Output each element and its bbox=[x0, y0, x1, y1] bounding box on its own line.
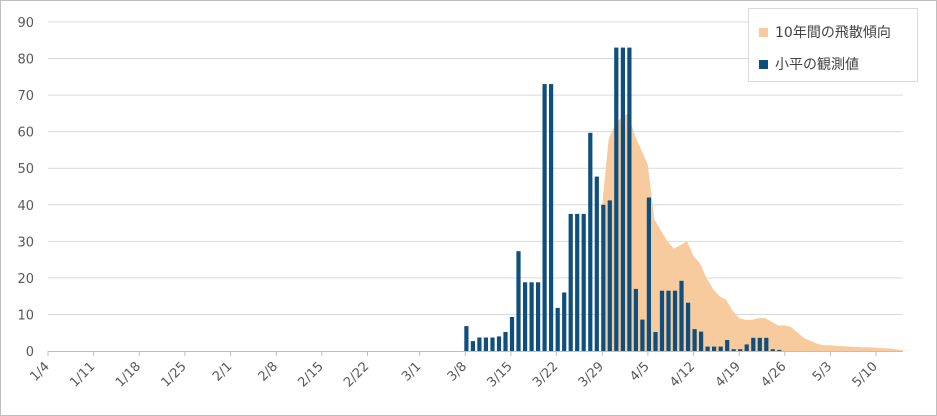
x-tick-label-3-22: 3/22 bbox=[530, 359, 561, 390]
y-tick-label-0: 0 bbox=[26, 345, 34, 360]
bar-3-12 bbox=[490, 337, 495, 351]
bar-4-14 bbox=[705, 346, 710, 351]
x-tick-label-4-19: 4/19 bbox=[713, 359, 744, 390]
bar-4-4 bbox=[640, 319, 645, 351]
area-series-trend bbox=[602, 113, 909, 352]
bar-4-11 bbox=[686, 302, 691, 351]
bar-4-2 bbox=[627, 47, 632, 351]
y-tick-label-60: 60 bbox=[17, 126, 34, 141]
bar-4-3 bbox=[633, 288, 638, 351]
x-tick-label-2-15: 2/15 bbox=[295, 359, 326, 390]
bar-3-21 bbox=[549, 84, 554, 351]
area-series-layer bbox=[602, 113, 909, 352]
bar-4-24 bbox=[770, 349, 775, 351]
bar-4-8 bbox=[666, 290, 671, 351]
bar-series-layer bbox=[464, 47, 782, 351]
x-tick-label-2-8: 2/8 bbox=[256, 359, 281, 384]
bar-3-10 bbox=[477, 337, 482, 351]
bar-3-23 bbox=[562, 292, 567, 351]
bar-4-23 bbox=[764, 337, 769, 351]
bar-3-18 bbox=[529, 282, 534, 351]
bar-3-20 bbox=[542, 84, 547, 351]
legend-swatch-bar bbox=[759, 59, 768, 69]
bar-4-18 bbox=[731, 349, 736, 351]
y-tick-label-90: 90 bbox=[17, 16, 34, 31]
bar-4-7 bbox=[659, 290, 665, 351]
bar-4-15 bbox=[712, 346, 717, 351]
x-tick-label-5-3: 5/3 bbox=[810, 359, 835, 384]
x-tick-label-4-26: 4/26 bbox=[758, 359, 789, 390]
bar-4-13 bbox=[699, 331, 704, 351]
bar-4-10 bbox=[679, 280, 684, 351]
legend-label-observed: 小平の観測値 bbox=[775, 57, 859, 73]
x-tick-label-3-1: 3/1 bbox=[399, 359, 424, 384]
bar-4-16 bbox=[718, 346, 723, 351]
chart-legend: 10年間の飛散傾向 小平の観測値 bbox=[748, 8, 918, 82]
y-tick-label-50: 50 bbox=[17, 162, 34, 177]
bar-4-19 bbox=[738, 349, 743, 351]
x-tick-label-3-15: 3/15 bbox=[484, 359, 515, 390]
bar-3-19 bbox=[536, 282, 541, 351]
bar-4-25 bbox=[777, 349, 782, 351]
bar-3-30 bbox=[607, 200, 612, 351]
bar-4-17 bbox=[725, 340, 730, 351]
bar-3-17 bbox=[523, 282, 528, 351]
bar-4-20 bbox=[744, 344, 749, 351]
x-tick-label-3-8: 3/8 bbox=[445, 359, 470, 384]
bar-3-15 bbox=[509, 317, 515, 351]
bar-3-31 bbox=[614, 47, 619, 351]
bar-4-5 bbox=[646, 197, 651, 351]
bar-4-9 bbox=[672, 290, 678, 351]
x-tick-label-1-25: 1/25 bbox=[158, 359, 189, 390]
bar-3-14 bbox=[503, 332, 508, 351]
x-tick-label-3-29: 3/29 bbox=[576, 359, 607, 390]
bar-3-25 bbox=[575, 213, 580, 351]
bar-4-1 bbox=[620, 47, 625, 351]
x-tick-label-1-4: 1/4 bbox=[27, 359, 52, 384]
x-tick-label-2-22: 2/22 bbox=[341, 359, 372, 390]
bar-4-6 bbox=[653, 332, 658, 351]
bar-3-16 bbox=[516, 251, 521, 351]
bar-4-21 bbox=[751, 337, 756, 351]
bar-3-22 bbox=[555, 307, 560, 351]
y-tick-label-40: 40 bbox=[17, 199, 34, 214]
legend-item-trend: 10年間の飛散傾向 bbox=[759, 22, 891, 42]
bar-3-8 bbox=[464, 326, 469, 351]
legend-label-trend: 10年間の飛散傾向 bbox=[775, 25, 891, 41]
y-tick-label-70: 70 bbox=[17, 89, 34, 104]
bar-3-9 bbox=[470, 341, 475, 351]
bar-3-24 bbox=[568, 213, 573, 351]
legend-swatch-area bbox=[759, 27, 768, 37]
bar-3-13 bbox=[496, 336, 502, 351]
x-tick-label-5-10: 5/10 bbox=[850, 359, 881, 390]
x-tick-label-4-12: 4/12 bbox=[667, 359, 698, 390]
bar-4-12 bbox=[692, 329, 697, 351]
bar-3-26 bbox=[581, 213, 586, 351]
bar-3-27 bbox=[588, 132, 593, 351]
bar-3-29 bbox=[601, 204, 606, 351]
bar-3-28 bbox=[594, 176, 599, 351]
bar-4-22 bbox=[757, 337, 762, 351]
bar-3-11 bbox=[483, 337, 488, 351]
y-tick-label-80: 80 bbox=[17, 53, 34, 68]
x-tick-label-1-18: 1/18 bbox=[113, 359, 144, 390]
x-tick-label-4-5: 4/5 bbox=[627, 359, 652, 384]
x-tick-label-2-1: 2/1 bbox=[210, 359, 235, 384]
y-tick-label-30: 30 bbox=[17, 235, 34, 250]
legend-item-observed: 小平の観測値 bbox=[759, 54, 859, 74]
x-tick-label-1-11: 1/11 bbox=[67, 359, 98, 390]
y-tick-label-10: 10 bbox=[17, 308, 34, 323]
y-tick-label-20: 20 bbox=[17, 272, 34, 287]
